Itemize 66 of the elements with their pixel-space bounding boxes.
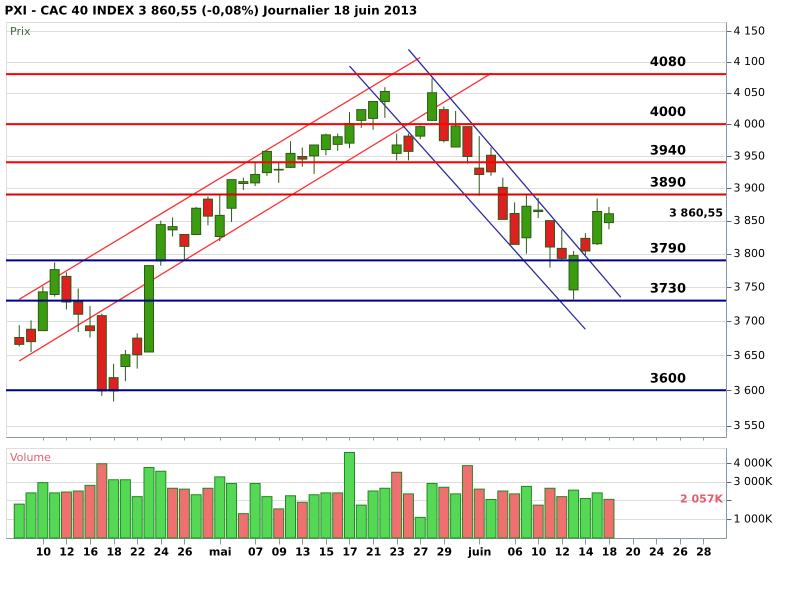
x-tick-label: 10 (531, 546, 547, 558)
y-tick-label: 3 750 (734, 280, 765, 294)
annotation: 2 057K (680, 492, 724, 506)
y-tick-label: 3 000K (734, 475, 773, 488)
ref-line-label: 3730 (650, 282, 686, 297)
x-tick-label: 14 (578, 546, 594, 558)
ref-line-label: 4080 (650, 55, 686, 70)
y-axis-title: Volume (10, 451, 52, 464)
candlestick (344, 112, 354, 149)
annotation: 3 860,55 (669, 206, 723, 220)
candlestick (392, 133, 402, 161)
ref-line-label: 3790 (650, 241, 686, 256)
x-tick-label: 18 (106, 546, 122, 558)
x-tick-label: 13 (295, 546, 310, 558)
candlestick (415, 124, 426, 140)
y-tick-label: 4 000K (734, 456, 773, 470)
y-tick-label: 4 100 (734, 55, 765, 68)
x-tick-label: mai (208, 546, 232, 558)
y-tick-label: 3 850 (734, 214, 765, 228)
candlestick (403, 133, 414, 161)
y-tick-label: 4 150 (734, 24, 765, 38)
x-tick-label: 23 (390, 546, 405, 558)
x-tick-label: 24 (648, 546, 665, 558)
x-tick-label: 10 (36, 546, 52, 558)
x-tick-label: 12 (554, 546, 570, 558)
x-tick-label: 09 (272, 546, 287, 558)
y-axis-title: Prix (10, 25, 32, 38)
candlestick (380, 86, 390, 118)
y-tick-label: 3 900 (734, 182, 765, 195)
candlestick (474, 136, 484, 196)
x-tick-label: 29 (436, 546, 452, 558)
y-tick-label: 4 000 (734, 118, 765, 131)
x-tick-label: 22 (130, 546, 146, 558)
ref-line-label: 4000 (650, 105, 686, 120)
y-tick-label: 3 950 (734, 149, 765, 162)
y-tick-label: 3 600 (734, 384, 765, 397)
candlestick (214, 194, 225, 242)
ref-line-label: 3940 (650, 143, 686, 158)
candlestick (202, 196, 213, 226)
ref-line-label: 3890 (650, 176, 686, 191)
x-tick-label: 18 (602, 546, 618, 558)
x-tick-label: 15 (318, 546, 334, 558)
candlestick (85, 306, 96, 338)
y-tick-label: 3 700 (734, 314, 765, 328)
x-tick-label: 20 (625, 546, 642, 558)
x-tick-label: 16 (82, 546, 99, 558)
x-tick-label: 21 (366, 546, 382, 558)
y-tick-label: 3 650 (734, 348, 765, 362)
y-tick-label: 1 000K (734, 512, 773, 526)
candlestick (604, 206, 614, 230)
candlestick (486, 147, 496, 176)
x-tick-label: 06 (507, 546, 524, 558)
y-tick-label: 3 550 (734, 419, 765, 432)
x-tick-label: 07 (248, 546, 264, 558)
chart-title: PXI - CAC 40 INDEX 3 860,55 (-0,08%) Journalier 18 juin 2013 (4, 4, 418, 18)
y-tick-label: 4 050 (734, 86, 765, 100)
x-tick-label: 17 (342, 546, 358, 558)
x-tick-label: 26 (177, 546, 193, 558)
x-tick-label: 12 (59, 546, 75, 558)
x-tick-label: 26 (672, 546, 688, 558)
x-tick-label: 24 (154, 546, 170, 558)
ref-line-label: 3600 (650, 371, 686, 386)
x-tick-label: 28 (696, 546, 712, 558)
y-tick-label: 3 800 (734, 247, 765, 260)
x-tick-label: 27 (413, 546, 428, 558)
x-tick-label: juin (467, 546, 492, 558)
